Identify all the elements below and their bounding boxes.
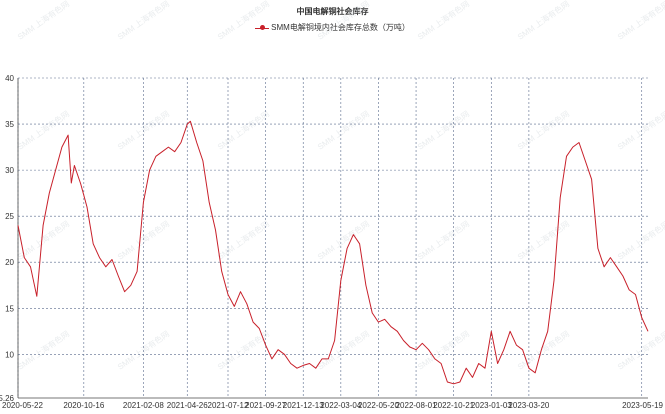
x-tick-label: 2023-05-19: [622, 401, 663, 410]
series-line: [17, 120, 649, 385]
chart-legend[interactable]: SMM电解铜境内社会库存总数（万吨）: [0, 22, 665, 33]
x-tick-label: 2020-05-22: [2, 401, 43, 410]
watermark: SMM 上海有色网: [15, 0, 71, 42]
watermark: SMM 上海有色网: [615, 0, 665, 42]
watermark: SMM 上海有色网: [315, 219, 371, 262]
watermark: SMM 上海有色网: [415, 0, 471, 42]
y-tick-label: 20: [5, 258, 14, 267]
legend-swatch: [255, 24, 270, 32]
y-min-label: 5.26: [0, 394, 15, 403]
watermark: SMM 上海有色网: [315, 329, 371, 372]
x-tick-label: 2021-07-12: [208, 401, 249, 410]
watermark: SMM 上海有色网: [515, 109, 571, 152]
y-tick-label: 30: [5, 166, 14, 175]
watermark: SMM 上海有色网: [115, 0, 171, 42]
x-tick-label: 2023-03-20: [508, 401, 549, 410]
x-tick-label: 2022-10-21: [433, 401, 474, 410]
x-tick-label: 2022-05-20: [358, 401, 399, 410]
watermark: SMM 上海有色网: [215, 0, 271, 42]
x-tick-label: 2022-03-04: [320, 401, 361, 410]
watermark: SMM 上海有色网: [415, 219, 471, 262]
y-tick-label: 10: [5, 350, 14, 359]
y-tick-label: 35: [5, 120, 14, 129]
x-tick-label: 2021-09-27: [245, 401, 286, 410]
watermark: SMM 上海有色网: [615, 109, 665, 152]
x-tick-label: 2023-01-03: [471, 401, 512, 410]
watermark: SMM 上海有色网: [315, 109, 371, 152]
x-tick-label: 2021-04-26: [167, 401, 208, 410]
watermark: SMM 上海有色网: [215, 219, 271, 262]
watermark: SMM 上海有色网: [15, 329, 71, 372]
watermark: SMM 上海有色网: [215, 109, 271, 152]
legend-label: SMM电解铜境内社会库存总数（万吨）: [271, 23, 410, 32]
watermark: SMM 上海有色网: [615, 219, 665, 262]
x-tick-label: 2020-10-16: [63, 401, 104, 410]
watermark: SMM 上海有色网: [415, 329, 471, 372]
chart-title: 中国电解铜社会库存: [296, 7, 369, 16]
y-tick-label: 15: [5, 304, 14, 313]
watermark: SMM 上海有色网: [315, 0, 371, 42]
x-tick-label: 2021-02-08: [123, 401, 164, 410]
watermark: SMM 上海有色网: [515, 219, 571, 262]
watermark: SMM 上海有色网: [215, 329, 271, 372]
y-tick-label: 40: [5, 74, 14, 83]
y-tick-label: 25: [5, 212, 14, 221]
watermark: SMM 上海有色网: [515, 0, 571, 42]
watermark: SMM 上海有色网: [615, 329, 665, 372]
x-tick-label: 2021-12-13: [283, 401, 324, 410]
watermark: SMM 上海有色网: [415, 109, 471, 152]
watermark: SMM 上海有色网: [515, 329, 571, 372]
x-tick-label: 2022-08-01: [396, 401, 437, 410]
